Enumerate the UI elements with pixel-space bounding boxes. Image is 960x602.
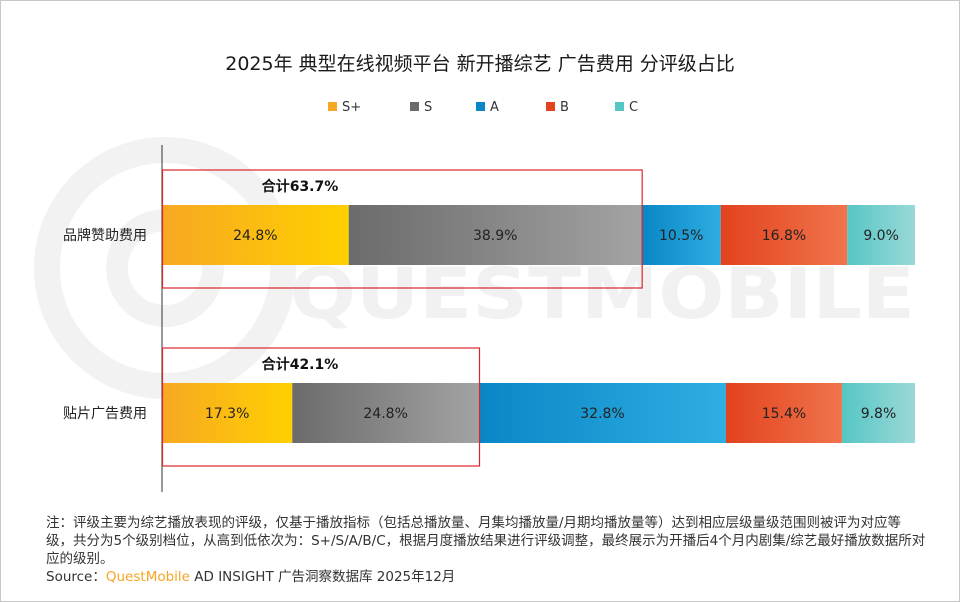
legend-swatch-2: [476, 102, 485, 111]
legend-swatch-4: [615, 102, 624, 111]
bars: 品牌赞助费用 24.8% 38.9% 10.5% 16.8% 9.0% 合计63.7% 贴片广…: [63, 169, 915, 467]
bar-A-0: [641, 205, 721, 265]
category-label-1: 贴片广告费用: [63, 406, 147, 422]
footnote: 注：评级主要为综艺播放表现的评级，仅基于播放指标（包括总播放量、月集均播放量/月…: [46, 515, 926, 567]
watermark-text: QUESTMOBILE: [290, 253, 915, 335]
legend-swatch-3: [546, 102, 555, 111]
bar-S+-1: [162, 383, 293, 443]
source-rest: AD INSIGHT 广告洞察数据库 2025年12月: [189, 569, 456, 585]
source-line: Source：QuestMobile AD INSIGHT 广告洞察数据库 20…: [46, 568, 926, 586]
total-label-0: 合计63.7%: [262, 178, 339, 195]
bar-value-label: 16.8%: [762, 228, 806, 244]
bar-value-label: 10.5%: [659, 228, 703, 244]
legend-label-0: S+: [342, 100, 361, 115]
bar-value-label: 24.8%: [363, 406, 407, 422]
bar-S-1: [292, 383, 480, 443]
total-highlight-box-1: [161, 347, 481, 467]
bar-A-1: [479, 383, 726, 443]
bar-value-label: 15.4%: [762, 406, 806, 422]
bar-value-label: 38.9%: [473, 228, 517, 244]
legend-label-1: S: [424, 100, 432, 115]
watermark: QUESTMOBILE: [34, 137, 915, 399]
bar-C-1: [841, 383, 915, 443]
legend-swatch-1: [410, 102, 419, 111]
source-brand: QuestMobile: [105, 569, 190, 585]
bar-value-label: 9.8%: [861, 406, 897, 422]
legend-label-3: B: [560, 100, 569, 115]
legend-label-2: A: [490, 100, 499, 115]
chart-title: 2025年 典型在线视频平台 新开播综艺 广告费用 分评级占比: [225, 53, 735, 75]
total-label-1: 合计42.1%: [262, 356, 339, 373]
bar-S-0: [348, 205, 642, 265]
total-highlight-box-0: [161, 169, 643, 289]
bar-value-label: 9.0%: [863, 228, 899, 244]
legend-swatch-0: [328, 102, 337, 111]
bar-S+-0: [162, 205, 349, 265]
bar-value-label: 32.8%: [580, 406, 624, 422]
bar-value-label: 24.8%: [233, 228, 277, 244]
bar-C-0: [847, 205, 915, 265]
category-label-0: 品牌赞助费用: [63, 227, 147, 244]
legend-label-4: C: [629, 100, 638, 115]
bar-B-1: [725, 383, 842, 443]
bar-value-label: 17.3%: [205, 406, 249, 422]
bar-B-0: [720, 205, 848, 265]
legend: S+ S A B C: [328, 100, 638, 115]
watermark-ring: [34, 137, 296, 399]
source-prefix: Source：: [46, 569, 106, 585]
